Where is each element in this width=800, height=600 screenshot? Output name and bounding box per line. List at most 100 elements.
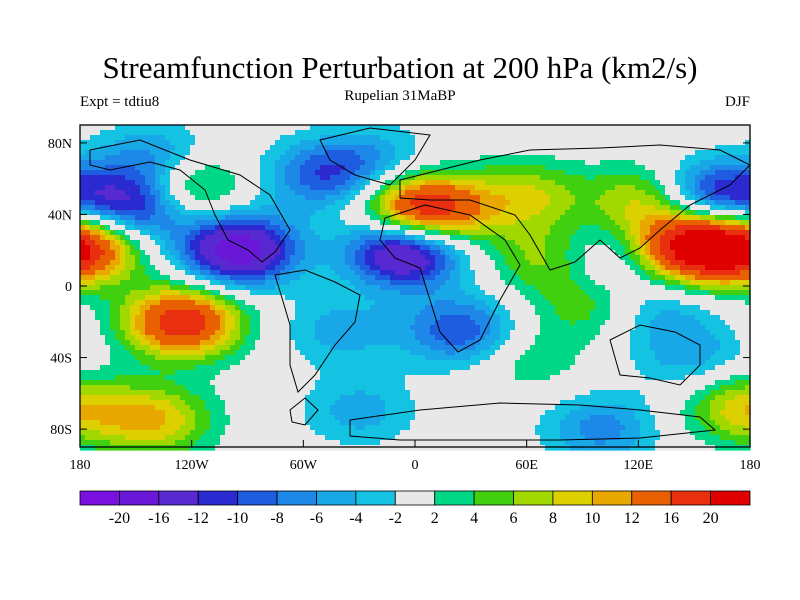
contour-cell xyxy=(305,365,311,371)
contour-cell xyxy=(80,380,86,386)
contour-cell xyxy=(325,405,331,411)
contour-cell xyxy=(400,400,406,406)
contour-cell xyxy=(190,425,196,431)
contour-cell xyxy=(270,340,276,346)
contour-cell xyxy=(215,345,221,351)
contour-cell xyxy=(310,145,316,151)
contour-cell xyxy=(350,335,356,341)
contour-cell xyxy=(350,440,356,446)
contour-cell xyxy=(200,215,206,221)
contour-cell xyxy=(220,215,226,221)
contour-cell xyxy=(420,295,426,301)
contour-cell xyxy=(105,315,111,321)
contour-cell xyxy=(245,275,251,281)
contour-cell xyxy=(340,370,346,376)
contour-cell xyxy=(250,260,256,266)
contour-cell xyxy=(115,175,121,181)
contour-cell xyxy=(430,185,436,191)
contour-cell xyxy=(350,160,356,166)
contour-cell xyxy=(150,360,156,366)
contour-cell xyxy=(300,140,306,146)
contour-cell xyxy=(310,125,316,131)
contour-cell xyxy=(165,250,171,256)
contour-cell xyxy=(180,205,186,211)
contour-cell xyxy=(290,170,296,176)
contour-cell xyxy=(165,240,171,246)
contour-cell xyxy=(150,185,156,191)
contour-cell xyxy=(440,140,446,146)
contour-cell xyxy=(260,400,266,406)
contour-cell xyxy=(425,335,431,341)
contour-cell xyxy=(405,340,411,346)
contour-cell xyxy=(95,265,101,271)
contour-cell xyxy=(360,260,366,266)
contour-cell xyxy=(400,310,406,316)
contour-cell xyxy=(395,220,401,226)
contour-cell xyxy=(130,290,136,296)
contour-cell xyxy=(255,305,261,311)
contour-cell xyxy=(115,350,121,356)
contour-cell xyxy=(190,430,196,436)
contour-cell xyxy=(250,350,256,356)
contour-cell xyxy=(115,235,121,241)
contour-cell xyxy=(140,270,146,276)
contour-cell xyxy=(290,360,296,366)
contour-cell xyxy=(445,395,451,401)
contour-cell xyxy=(170,325,176,331)
contour-cell xyxy=(330,155,336,161)
contour-cell xyxy=(235,430,241,436)
contour-cell xyxy=(245,150,251,156)
contour-cell xyxy=(335,195,341,201)
contour-cell xyxy=(350,290,356,296)
contour-cell xyxy=(390,270,396,276)
contour-cell xyxy=(120,150,126,156)
contour-cell xyxy=(460,175,466,181)
contour-cell xyxy=(90,390,96,396)
contour-cell xyxy=(155,285,161,291)
contour-cell xyxy=(240,405,246,411)
contour-cell xyxy=(275,240,281,246)
contour-cell xyxy=(150,155,156,161)
contour-cell xyxy=(220,355,226,361)
contour-cell xyxy=(440,285,446,291)
contour-cell xyxy=(250,370,256,376)
contour-cell xyxy=(285,240,291,246)
contour-cell xyxy=(155,145,161,151)
contour-cell xyxy=(275,365,281,371)
contour-cell xyxy=(125,355,131,361)
contour-cell xyxy=(325,395,331,401)
contour-cell xyxy=(110,390,116,396)
contour-cell xyxy=(300,280,306,286)
contour-cell xyxy=(435,255,441,261)
contour-cell xyxy=(185,150,191,156)
contour-cell xyxy=(255,185,261,191)
contour-cell xyxy=(230,255,236,261)
contour-cell xyxy=(110,220,116,226)
contour-cell xyxy=(415,240,421,246)
contour-cell xyxy=(250,360,256,366)
contour-cell xyxy=(415,435,421,441)
contour-cell xyxy=(100,185,106,191)
contour-cell xyxy=(325,345,331,351)
contour-cell xyxy=(140,165,146,171)
contour-cell xyxy=(165,135,171,141)
contour-cell xyxy=(265,440,271,446)
contour-cell xyxy=(415,310,421,316)
contour-cell xyxy=(315,200,321,206)
contour-cell xyxy=(140,410,146,416)
contour-cell xyxy=(85,400,91,406)
contour-cell xyxy=(380,300,386,306)
contour-cell xyxy=(325,190,331,196)
contour-cell xyxy=(150,345,156,351)
contour-cell xyxy=(250,365,256,371)
contour-cell xyxy=(455,325,461,331)
contour-cell xyxy=(330,215,336,221)
contour-cell xyxy=(85,295,91,301)
contour-cell xyxy=(260,440,266,446)
contour-cell xyxy=(140,375,146,381)
contour-cell xyxy=(330,175,336,181)
contour-cell xyxy=(215,170,221,176)
contour-cell xyxy=(405,400,411,406)
contour-cell xyxy=(415,350,421,356)
contour-cell xyxy=(430,125,436,131)
